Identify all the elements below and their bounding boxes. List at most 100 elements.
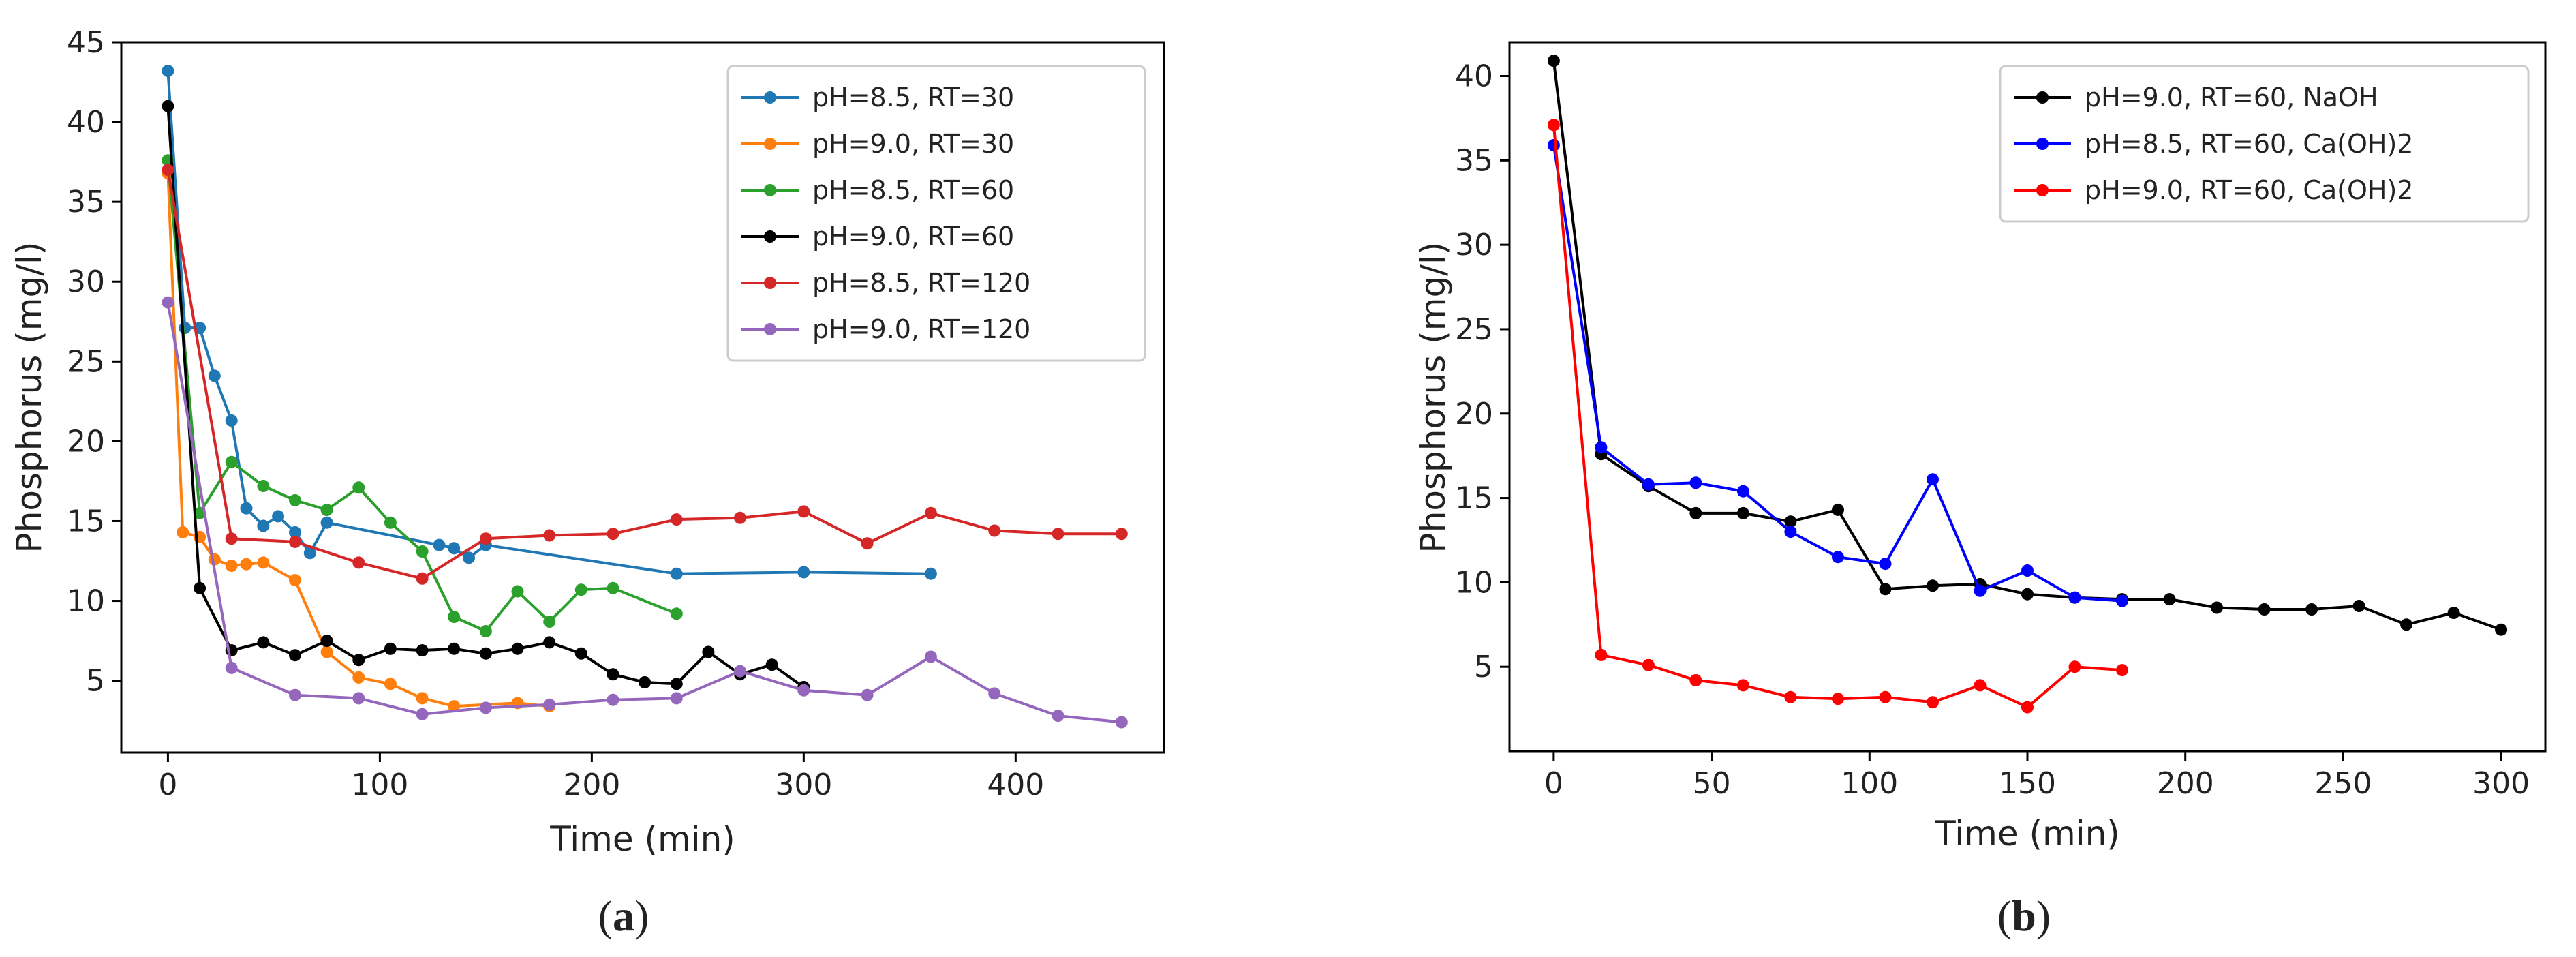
panel-b-data-point — [2068, 591, 2081, 604]
panel-a-data-point — [988, 687, 1001, 700]
panel-a-data-point — [320, 516, 333, 529]
panel-b-data-point — [2116, 664, 2128, 677]
panel-a-legend-entry: pH=8.5, RT=60 — [812, 175, 1014, 205]
panel-a-data-point — [702, 645, 715, 658]
panel-b-data-point — [1689, 506, 1702, 519]
panel-a-legend-box — [726, 65, 1146, 362]
panel-b-y-tick-label: 20 — [1455, 397, 1493, 431]
panel-b-data-point — [2305, 603, 2318, 616]
panel-a-y-tick-label: 20 — [67, 424, 105, 459]
panel-b-y-axis-label: Phosphorus (mg/l) — [1413, 242, 1453, 553]
panel-a-data-point — [352, 692, 365, 705]
panel-a-data-point — [257, 519, 270, 532]
panel-b-y-tick-label: 35 — [1455, 143, 1493, 178]
panel-b-data-point — [2258, 603, 2271, 616]
panel-a-data-point — [734, 511, 746, 524]
panel-b-legend-entry: pH=9.0, RT=60, NaOH — [2085, 82, 2378, 112]
panel-a-legend-swatch-marker — [764, 138, 776, 150]
panel-b-series-1 — [1547, 139, 2128, 607]
panel-a-data-point — [416, 644, 429, 657]
panel-a-data-point — [240, 502, 253, 515]
panel-b-series-2 — [1547, 119, 2128, 714]
panel-a-data-point — [208, 369, 221, 382]
panel-a-label: (a) — [598, 892, 649, 940]
panel-b-data-point — [1974, 679, 1987, 692]
panel-b-data-point — [2495, 623, 2508, 636]
panel-b-data-point — [1547, 139, 1560, 151]
panel-a-y-tick-label: 10 — [67, 584, 105, 619]
panel-b-data-point — [1784, 515, 1797, 528]
panel-b-data-point — [1879, 558, 1892, 571]
panel-a-data-point — [607, 528, 619, 541]
panel-a-legend-entry: pH=8.5, RT=30 — [812, 82, 1014, 112]
panel-a-data-point — [1052, 528, 1064, 541]
panel-b-y-tick-label: 30 — [1455, 228, 1493, 262]
panel-b-data-point — [1642, 658, 1655, 671]
panel-a-label-close: ) — [634, 892, 649, 940]
panel-a-data-point — [511, 642, 524, 655]
panel-a-data-point — [670, 678, 683, 690]
panel-a-legend-swatch-marker — [764, 323, 776, 335]
panel-a-x-tick-label: 400 — [987, 768, 1044, 802]
panel-a-data-point — [1052, 710, 1064, 723]
panel-a-series-5 — [162, 296, 1128, 729]
panel-b-data-point — [1547, 55, 1560, 67]
panel-a-data-point — [797, 566, 810, 579]
panel-a-data-point — [670, 513, 683, 526]
panel-a-data-point — [1115, 528, 1128, 541]
panel-a-data-point — [463, 551, 475, 564]
panel-a-legend-swatch-marker — [764, 91, 776, 104]
panel-a-data-point — [225, 414, 238, 427]
panel-b-data-point — [1879, 690, 1892, 703]
panel-b-data-point — [1689, 476, 1702, 489]
panel-a-data-point — [511, 585, 524, 598]
panel-b-x-tick-label: 100 — [1841, 766, 1898, 801]
panel-b-data-point — [2400, 618, 2413, 631]
panel-b-data-point — [2068, 660, 2081, 673]
panel-a-series-0 — [162, 65, 937, 580]
panel-a-y-tick-label: 15 — [67, 504, 105, 538]
panel-a-y-tick-label: 35 — [67, 185, 105, 219]
panel-b-data-point — [2021, 564, 2034, 577]
panel-b-series — [1547, 55, 2508, 714]
panel-a-data-point — [240, 558, 253, 571]
panel-a-data-point — [543, 616, 556, 628]
panel-a-data-point — [289, 535, 301, 548]
panel-a-data-point — [352, 481, 365, 494]
panel-a-data-point — [177, 526, 189, 538]
panel-a-data-point — [194, 581, 206, 594]
panel-b-data-point — [1689, 674, 1702, 686]
panel-a-data-point — [162, 65, 174, 78]
panel-a-data-point — [574, 647, 587, 660]
panel-a-data-point — [479, 701, 492, 714]
panel-b-data-point — [1974, 584, 1987, 597]
panel-b-data-point — [1547, 119, 1560, 132]
panel-a-data-point — [384, 516, 397, 529]
panel-b-legend-box — [1999, 65, 2530, 223]
panel-b-data-point — [1879, 583, 1892, 596]
panel-a-data-point — [162, 164, 174, 177]
panel-a-data-point — [384, 642, 397, 655]
panel-a-data-point — [861, 688, 874, 701]
panel-a-x-axis-label: Time (min) — [549, 819, 735, 859]
panel-b-data-point — [2163, 593, 2176, 606]
panel-a-data-point — [639, 676, 651, 688]
panel-a-data-point — [289, 494, 301, 506]
panel-a-y-tick-label: 45 — [67, 25, 105, 60]
panel-b-data-point — [1927, 473, 1939, 486]
panel-a-label-open: ( — [598, 892, 613, 940]
panel-a-data-point — [289, 574, 301, 587]
panel-b-x-tick-label: 50 — [1693, 766, 1731, 801]
panel-a-data-point — [257, 480, 270, 492]
panel-a-data-point — [289, 526, 301, 538]
panel-a-data-point — [416, 572, 429, 585]
panel-a-chart: 0 100 200 300 400 5 10 15 20 25 30 35 40 45 pH=8.5, R… — [10, 25, 1165, 940]
panel-a-legend-entry: pH=8.5, RT=120 — [812, 268, 1030, 298]
panel-b-label-letter: b — [2012, 892, 2036, 940]
panel-a-data-point — [543, 529, 556, 542]
panel-b-label-close: ) — [2036, 892, 2051, 940]
panel-a-legend: pH=8.5, RT=30 pH=9.0, RT=30 pH=8.5, RT=60 p… — [726, 65, 1146, 362]
panel-b-data-point — [2447, 607, 2460, 619]
panel-b-y-tick-label: 5 — [1474, 650, 1493, 684]
